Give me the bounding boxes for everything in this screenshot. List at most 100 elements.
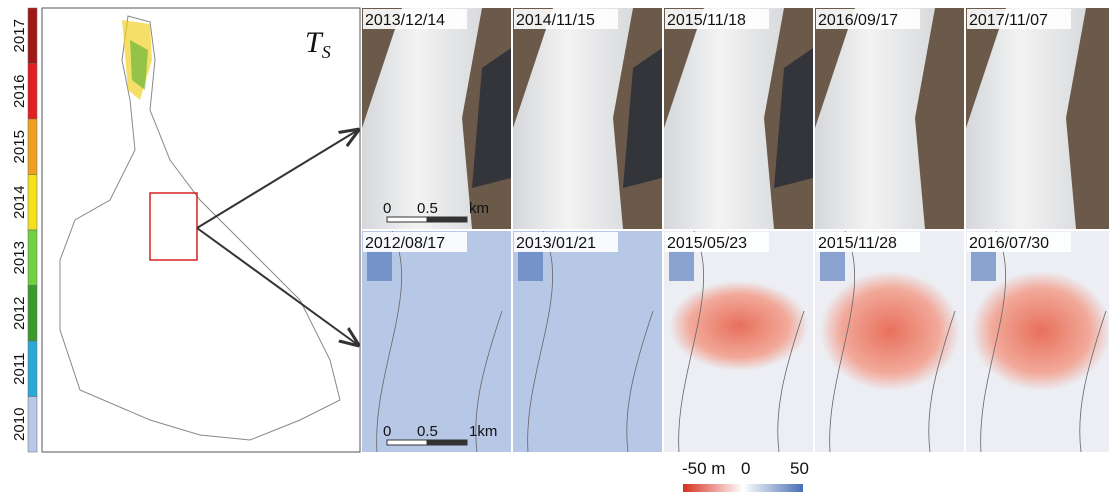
date-label: 2014/11/15 — [516, 12, 595, 29]
year-label: 2014 — [11, 186, 28, 219]
focus-box — [149, 192, 198, 261]
date-label: 2015/11/18 — [667, 12, 746, 29]
scale-label: 0 — [383, 423, 391, 440]
image-panel: 2013/01/21 — [513, 231, 662, 452]
year-swatch — [27, 118, 38, 175]
scale-black — [426, 216, 468, 223]
image-panel: 2016/09/17 — [815, 8, 964, 229]
year-swatch — [27, 285, 38, 342]
shadow — [623, 48, 662, 188]
scale-black — [426, 439, 468, 446]
image-panel: 2016/07/30 — [966, 231, 1109, 452]
date-label: 2013/12/14 — [365, 12, 445, 29]
date-label: 2016/07/30 — [969, 235, 1049, 252]
date-bg — [514, 232, 618, 252]
year-swatch — [27, 7, 38, 64]
year-label: 2015 — [11, 130, 28, 163]
date-label: 2017/11/07 — [969, 12, 1048, 29]
image-grid: 2013/12/14 2014/11/15 2015/11/18 2016/09/17… — [362, 8, 1109, 452]
glacier-ice — [362, 8, 482, 229]
scale-label: 0.5 — [417, 423, 438, 440]
colorbar-label: -50 m — [682, 459, 725, 478]
image-panel: 2017/11/07 — [966, 8, 1109, 229]
image-panel: 2015/11/28 — [815, 231, 964, 452]
scale-white — [386, 216, 428, 223]
scale-label: 1km — [469, 423, 497, 440]
panel-content — [664, 8, 813, 229]
dh-loss — [971, 271, 1109, 391]
shadow — [472, 48, 511, 188]
image-panel: 2013/12/14 — [362, 8, 511, 229]
map-label: TS — [305, 26, 331, 62]
dh-speckle — [669, 251, 694, 281]
year-swatch — [27, 229, 38, 286]
outline — [678, 231, 805, 452]
date-label: 2015/05/23 — [667, 235, 747, 252]
date-bg — [363, 232, 467, 252]
year-swatch — [27, 63, 38, 120]
scale-label: km — [469, 200, 489, 217]
arrow — [196, 227, 358, 345]
date-bg — [816, 232, 920, 252]
panel-content — [815, 8, 964, 229]
shadow — [774, 48, 813, 188]
dh-loss — [669, 281, 809, 371]
panel-content — [966, 231, 1109, 452]
date-bg — [363, 9, 467, 29]
velocity-patch — [130, 40, 148, 90]
year-legend: 2017 2016 2015 2014 2013 2012 2011 2010 — [11, 7, 38, 453]
year-label: 2012 — [11, 297, 28, 330]
outline — [980, 231, 1107, 452]
glacier-ice — [966, 8, 1086, 229]
year-label: 2016 — [11, 75, 28, 108]
year-swatch — [27, 396, 38, 453]
date-bg — [665, 232, 769, 252]
date-label: 2015/11/28 — [818, 235, 897, 252]
scale-white — [386, 439, 428, 446]
dh-speckle — [518, 251, 543, 281]
image-panel: 2015/05/23 — [664, 231, 813, 452]
date-bg — [514, 9, 618, 29]
colorbar-label: 0 — [741, 459, 750, 478]
outline — [527, 231, 654, 452]
date-label: 2012/08/17 — [365, 235, 445, 252]
scale-label: 0.5 — [417, 200, 438, 217]
glacier-ice — [815, 8, 935, 229]
panel-content — [513, 231, 662, 452]
outline — [829, 231, 956, 452]
dh-loss — [820, 271, 960, 391]
dh-speckle — [820, 251, 845, 281]
glacier-ice — [513, 8, 633, 229]
date-bg — [665, 9, 769, 29]
colorbar-label: 50 — [790, 459, 809, 478]
glacier-ice — [664, 8, 784, 229]
year-swatch — [27, 340, 38, 397]
panel-content — [815, 231, 964, 452]
colorbar — [683, 484, 803, 492]
dh-speckle — [971, 251, 996, 281]
year-label: 2010 — [11, 408, 28, 441]
outline — [376, 231, 503, 452]
panel-content — [362, 231, 511, 452]
panel-content — [362, 8, 511, 229]
date-bg — [967, 9, 1071, 29]
date-label: 2016/09/17 — [818, 12, 898, 29]
panel-content — [513, 8, 662, 229]
image-panel: 2012/08/17 — [362, 231, 511, 452]
date-bg — [816, 9, 920, 29]
year-label: 2017 — [11, 19, 28, 52]
panel-content — [664, 231, 813, 452]
image-panel: 2015/11/18 — [664, 8, 813, 229]
panel-content — [966, 8, 1109, 229]
date-bg — [967, 232, 1071, 252]
scale-label: 0 — [383, 200, 391, 217]
dh-speckle — [367, 251, 392, 281]
year-swatch — [27, 174, 38, 231]
year-label: 2011 — [11, 353, 28, 385]
arrow — [196, 130, 358, 229]
date-label: 2013/01/21 — [516, 235, 596, 252]
year-label: 2013 — [11, 241, 28, 274]
image-panel: 2014/11/15 — [513, 8, 662, 229]
